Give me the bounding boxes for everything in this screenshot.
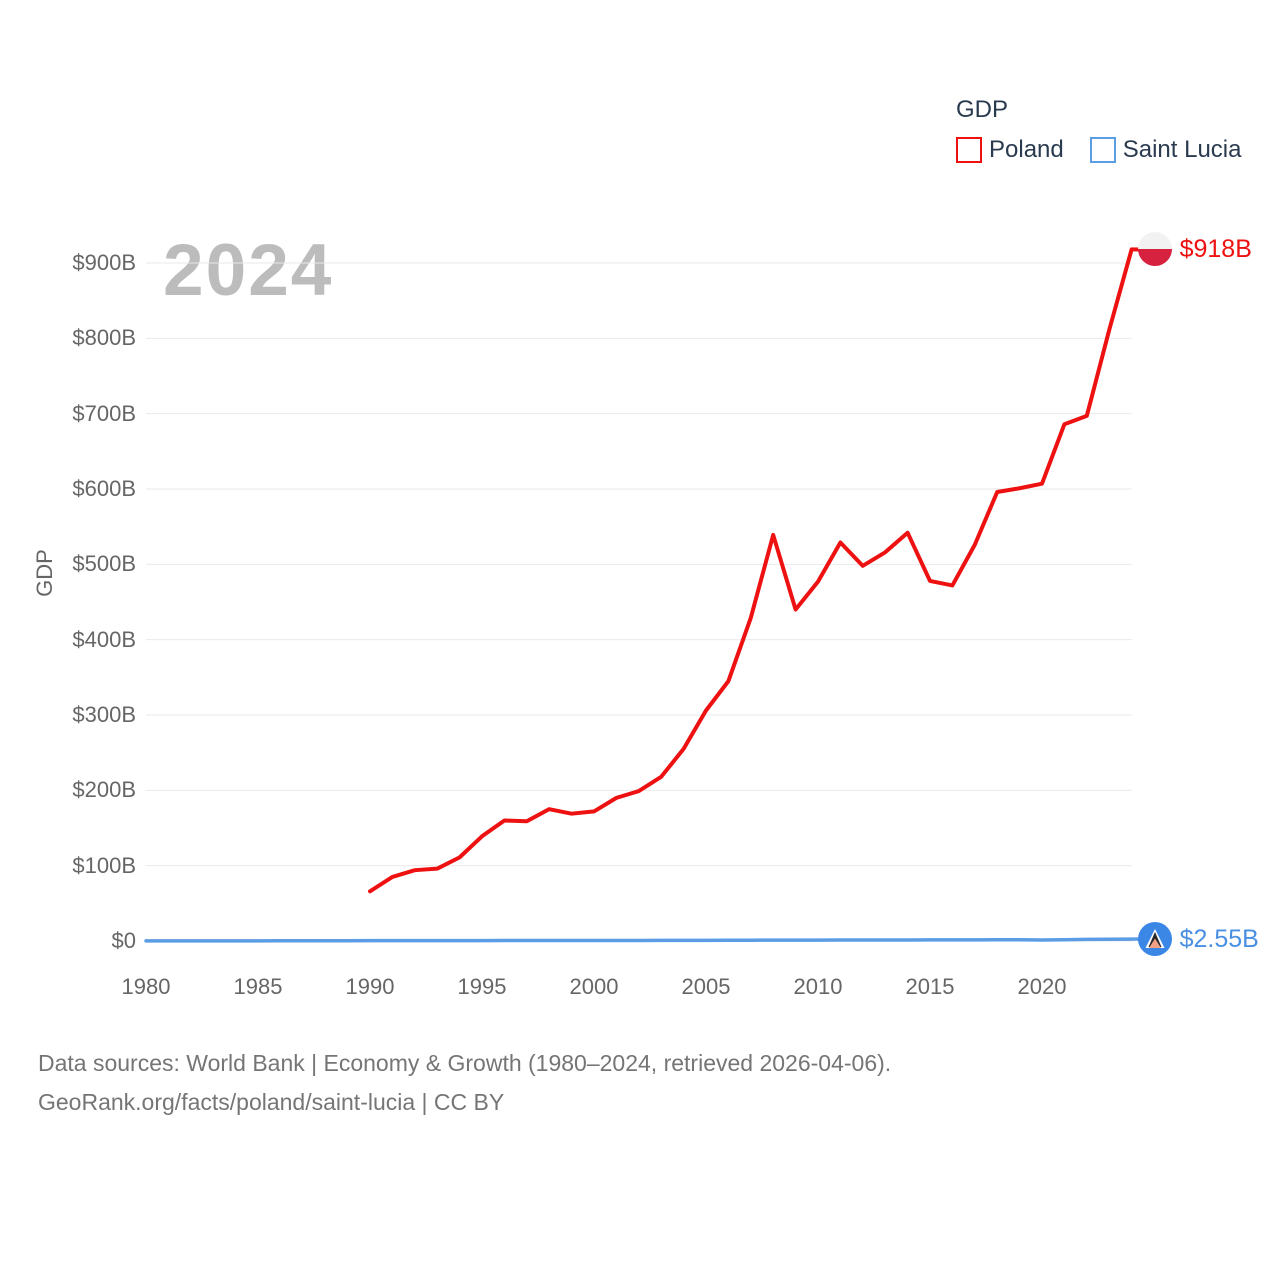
saint-lucia-end-value-label: $2.55B [1179, 924, 1259, 953]
y-tick-label: $300B [72, 702, 136, 727]
y-tick-label: $800B [72, 325, 136, 351]
saint-lucia-line [144, 937, 1134, 943]
legend-item-saint-lucia[interactable]: Saint Lucia [1089, 136, 1242, 164]
y-tick-label: $500B [72, 551, 136, 577]
x-tick-label: 2000 [569, 974, 619, 999]
x-tick-label: 1990 [345, 974, 395, 999]
x-tick-label: 2015 [905, 974, 955, 999]
x-tick-label: 2010 [793, 974, 843, 999]
x-tick-label: 1985 [233, 974, 283, 999]
poland-flag-icon [1137, 232, 1172, 267]
saint-lucia-swatch-icon [1089, 137, 1116, 163]
y-tick-label: $900B [72, 250, 136, 275]
poland-end-marker: $918B [1137, 232, 1252, 267]
legend-title: GDP [956, 96, 1009, 123]
legend-item-poland[interactable]: Poland [956, 136, 1064, 164]
legend-label: Poland [989, 136, 1064, 163]
saint-lucia-end-marker: $2.55B [1137, 922, 1259, 957]
x-tick-label: 1980 [121, 974, 171, 999]
y-tick-label: $700B [72, 400, 136, 426]
footer-url-license: GeoRank.org/facts/poland/saint-lucia | C… [38, 1089, 505, 1115]
x-tick-label: 2020 [1017, 974, 1067, 999]
poland-end-value-label: $918B [1179, 234, 1252, 263]
poland-swatch-icon [956, 137, 982, 163]
y-tick-label: $0 [111, 928, 136, 953]
watermark-year: 2024 [163, 230, 334, 311]
poland-line [368, 247, 1134, 894]
footer-data-sources: Data sources: World Bank | Economy & Gro… [38, 1050, 892, 1076]
legend: GDP Poland Saint Lucia [956, 96, 1241, 164]
x-tick-label: 2005 [681, 974, 731, 999]
legend-label: Saint Lucia [1122, 136, 1242, 163]
y-tick-label: $600B [72, 476, 136, 501]
footer-attribution: Data sources: World Bank | Economy & Gro… [38, 1044, 891, 1122]
legend-items: Poland Saint Lucia [956, 136, 1241, 164]
y-tick-label: $400B [72, 626, 136, 652]
saint-lucia-flag-icon [1137, 922, 1172, 957]
y-tick-label: $100B [72, 852, 136, 878]
y-tick-label: $200B [72, 777, 136, 803]
x-tick-label: 1995 [457, 974, 507, 999]
